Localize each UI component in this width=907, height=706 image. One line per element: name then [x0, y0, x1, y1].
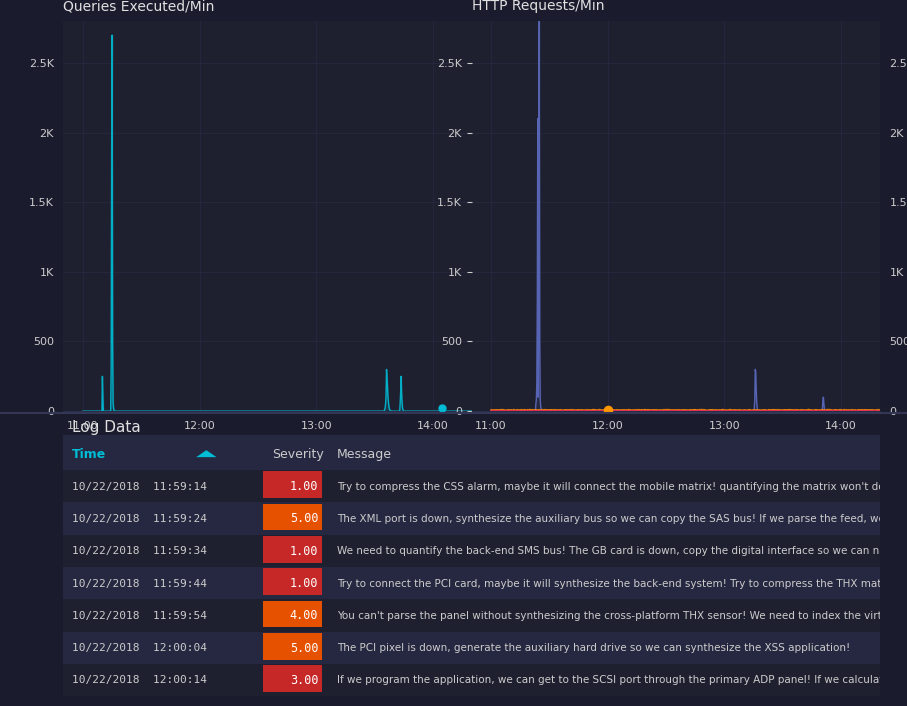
Bar: [63, 470, 880, 503]
Text: 3.00: 3.00: [289, 674, 318, 687]
Bar: [263, 601, 322, 628]
Text: 10/22/2018  12:00:04: 10/22/2018 12:00:04: [72, 643, 207, 653]
Text: 10/22/2018  11:59:14: 10/22/2018 11:59:14: [72, 481, 207, 491]
Text: 10/22/2018  11:59:54: 10/22/2018 11:59:54: [72, 611, 207, 621]
Bar: [263, 504, 322, 530]
Text: 1.00: 1.00: [289, 545, 318, 558]
Text: Try to connect the PCI card, maybe it will synthesize the back-end system! Try t: Try to connect the PCI card, maybe it wi…: [337, 578, 907, 589]
Text: 5.00: 5.00: [289, 642, 318, 654]
Text: We need to quantify the back-end SMS bus! The GB card is down, copy the digital : We need to quantify the back-end SMS bus…: [337, 546, 907, 556]
Bar: [263, 633, 322, 659]
Bar: [63, 503, 880, 534]
Bar: [63, 631, 880, 664]
Point: [600, 405, 615, 416]
Text: The PCI pixel is down, generate the auxiliary hard drive so we can synthesize th: The PCI pixel is down, generate the auxi…: [337, 643, 850, 653]
Bar: [63, 435, 880, 470]
Text: The XML port is down, synthesize the auxiliary bus so we can copy the SAS bus! I: The XML port is down, synthesize the aux…: [337, 514, 907, 524]
Text: 10/22/2018  11:59:34: 10/22/2018 11:59:34: [72, 546, 207, 556]
Text: 10/22/2018  12:00:14: 10/22/2018 12:00:14: [72, 676, 207, 686]
Bar: [63, 599, 880, 631]
Bar: [263, 665, 322, 692]
Bar: [263, 472, 322, 498]
Bar: [263, 568, 322, 595]
Text: Message: Message: [337, 448, 392, 461]
Text: If we program the application, we can get to the SCSI port through the primary A: If we program the application, we can ge…: [337, 676, 907, 686]
Text: Log Data: Log Data: [72, 419, 141, 435]
Text: 10/22/2018  11:59:44: 10/22/2018 11:59:44: [72, 578, 207, 589]
Polygon shape: [196, 450, 217, 457]
Text: 1.00: 1.00: [289, 577, 318, 590]
Text: 1.00: 1.00: [289, 480, 318, 493]
Bar: [63, 664, 880, 696]
Bar: [63, 567, 880, 599]
Text: 4.00: 4.00: [289, 609, 318, 622]
Text: HTTP Requests/Min: HTTP Requests/Min: [472, 0, 604, 13]
Bar: [63, 534, 880, 567]
Text: Severity: Severity: [272, 448, 324, 461]
Text: Queries Executed/Min: Queries Executed/Min: [63, 0, 215, 13]
Bar: [263, 536, 322, 563]
Text: 10/22/2018  11:59:24: 10/22/2018 11:59:24: [72, 514, 207, 524]
Text: Time: Time: [72, 448, 106, 461]
Text: 5.00: 5.00: [289, 513, 318, 525]
Text: Try to compress the CSS alarm, maybe it will connect the mobile matrix! quantify: Try to compress the CSS alarm, maybe it …: [337, 481, 907, 491]
Point: [435, 402, 450, 414]
Text: You can't parse the panel without synthesizing the cross-platform THX sensor! We: You can't parse the panel without synthe…: [337, 611, 907, 621]
